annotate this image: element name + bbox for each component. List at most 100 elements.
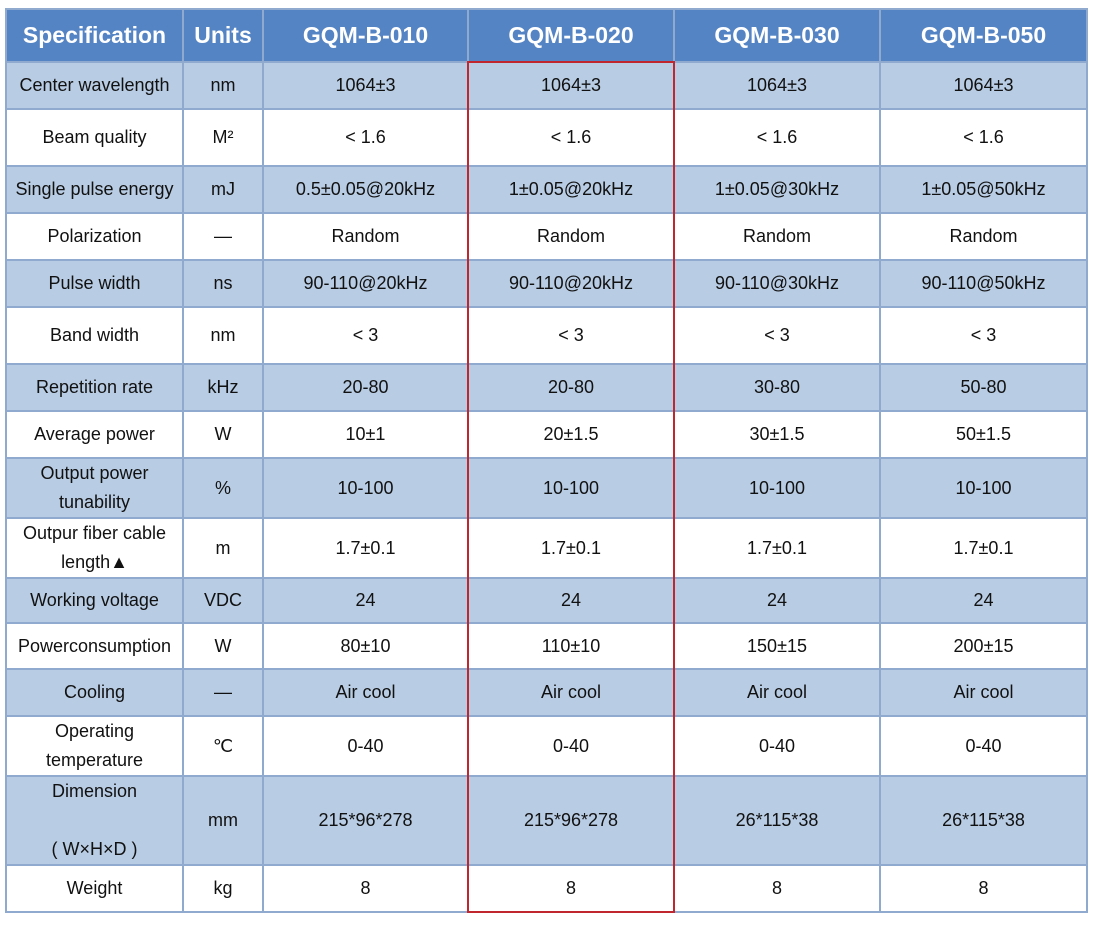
spec-name-cell: Single pulse energy bbox=[5, 165, 184, 214]
unit-cell: — bbox=[182, 668, 264, 717]
table-row: Outpur fiber cable length▲ m 1.7±0.1 1.7±0.… bbox=[5, 517, 1088, 579]
table-row: Polarization — Random Random Random Random bbox=[5, 212, 1088, 261]
value-cell: 1064±3 bbox=[673, 61, 881, 110]
value-cell: 8 bbox=[262, 864, 469, 913]
value-cell: 20-80 bbox=[467, 363, 675, 412]
unit-cell: % bbox=[182, 457, 264, 519]
table-row: Single pulse energy mJ 0.5±0.05@20kHz 1±0.0… bbox=[5, 165, 1088, 214]
value-cell: 24 bbox=[673, 577, 881, 624]
value-cell: 10-100 bbox=[467, 457, 675, 519]
unit-cell: m bbox=[182, 517, 264, 579]
value-cell: 10-100 bbox=[879, 457, 1088, 519]
unit-cell: ns bbox=[182, 259, 264, 308]
value-cell: < 3 bbox=[262, 306, 469, 365]
value-cell: < 1.6 bbox=[673, 108, 881, 167]
table-row: Output power tunability% 10-100 10-100 10-1… bbox=[5, 457, 1088, 519]
table-row: Center wavelength nm 1064±3 1064±3 1064±3 106… bbox=[5, 61, 1088, 110]
value-cell: 90-110@20kHz bbox=[262, 259, 469, 308]
spec-name-cell: Beam quality bbox=[5, 108, 184, 167]
header-cell: Specification bbox=[5, 8, 184, 63]
value-cell: Random bbox=[467, 212, 675, 261]
value-cell: 90-110@50kHz bbox=[879, 259, 1088, 308]
value-cell: 215*96*278 bbox=[467, 775, 675, 866]
value-cell: 26*115*38 bbox=[879, 775, 1088, 866]
value-cell: 1064±3 bbox=[262, 61, 469, 110]
value-cell: 10-100 bbox=[262, 457, 469, 519]
table-row: Beam quality M² < 1.6 < 1.6 < 1.6 < 1.6 bbox=[5, 108, 1088, 167]
value-cell: 215*96*278 bbox=[262, 775, 469, 866]
value-cell: Air cool bbox=[879, 668, 1088, 717]
value-cell: 10-100 bbox=[673, 457, 881, 519]
value-cell: < 1.6 bbox=[467, 108, 675, 167]
spec-name-cell: Band width bbox=[5, 306, 184, 365]
table-row: Pulse width ns 90-110@20kHz 90-110@20kHz 90-… bbox=[5, 259, 1088, 308]
unit-cell: W bbox=[182, 622, 264, 670]
spec-name-cell: Dimension ( W×H×D ) bbox=[5, 775, 184, 866]
spec-name-cell: Weight bbox=[5, 864, 184, 913]
value-cell: 1±0.05@50kHz bbox=[879, 165, 1088, 214]
value-cell: 30±1.5 bbox=[673, 410, 881, 459]
value-cell: < 3 bbox=[879, 306, 1088, 365]
value-cell: 0-40 bbox=[262, 715, 469, 777]
value-cell: 30-80 bbox=[673, 363, 881, 412]
value-cell: 0-40 bbox=[879, 715, 1088, 777]
value-cell: Air cool bbox=[673, 668, 881, 717]
value-cell: 24 bbox=[262, 577, 469, 624]
spec-name-cell: Repetition rate bbox=[5, 363, 184, 412]
value-cell: 50-80 bbox=[879, 363, 1088, 412]
value-cell: 0.5±0.05@20kHz bbox=[262, 165, 469, 214]
unit-cell: M² bbox=[182, 108, 264, 167]
header-cell: GQM-B-010 bbox=[262, 8, 469, 63]
value-cell: Random bbox=[879, 212, 1088, 261]
value-cell: 20±1.5 bbox=[467, 410, 675, 459]
spec-name-cell: Pulse width bbox=[5, 259, 184, 308]
value-cell: 1±0.05@30kHz bbox=[673, 165, 881, 214]
header-cell: GQM-B-030 bbox=[673, 8, 881, 63]
table-row: Cooling — Air cool Air cool Air cool Air cool bbox=[5, 668, 1088, 717]
value-cell: 80±10 bbox=[262, 622, 469, 670]
value-cell: < 1.6 bbox=[879, 108, 1088, 167]
spec-table: Specification Units GQM-B-010 GQM-B-020 GQM-… bbox=[5, 8, 1088, 913]
value-cell: 0-40 bbox=[467, 715, 675, 777]
value-cell: < 3 bbox=[467, 306, 675, 365]
value-cell: 90-110@20kHz bbox=[467, 259, 675, 308]
table-row: Average power W 10±1 20±1.5 30±1.5 50±1.5 bbox=[5, 410, 1088, 459]
value-cell: 50±1.5 bbox=[879, 410, 1088, 459]
table-row: Band width nm < 3 < 3 < 3 < 3 bbox=[5, 306, 1088, 365]
value-cell: 1.7±0.1 bbox=[467, 517, 675, 579]
unit-cell: kg bbox=[182, 864, 264, 913]
value-cell: 0-40 bbox=[673, 715, 881, 777]
table-row: Operating temperature ℃ 0-40 0-40 0-40 0-40 bbox=[5, 715, 1088, 777]
unit-cell: — bbox=[182, 212, 264, 261]
spec-name-cell: Cooling bbox=[5, 668, 184, 717]
unit-cell: VDC bbox=[182, 577, 264, 624]
header-cell: GQM-B-020 bbox=[467, 8, 675, 63]
spec-table-wrap: Specification Units GQM-B-010 GQM-B-020 GQM-… bbox=[5, 8, 1088, 913]
spec-name-cell: Powerconsumption bbox=[5, 622, 184, 670]
header-row: Specification Units GQM-B-010 GQM-B-020 GQM-… bbox=[5, 8, 1088, 63]
spec-name-cell: Operating temperature bbox=[5, 715, 184, 777]
table-body: Center wavelength nm 1064±3 1064±3 1064±3 106… bbox=[5, 61, 1088, 913]
table-row: Repetition rate kHz 20-80 20-80 30-80 50-80 bbox=[5, 363, 1088, 412]
spec-name-cell: Polarization bbox=[5, 212, 184, 261]
value-cell: 1.7±0.1 bbox=[879, 517, 1088, 579]
value-cell: 10±1 bbox=[262, 410, 469, 459]
value-cell: 24 bbox=[467, 577, 675, 624]
value-cell: 110±10 bbox=[467, 622, 675, 670]
value-cell: 1±0.05@20kHz bbox=[467, 165, 675, 214]
table-row: Dimension ( W×H×D ) mm 215*96*278 215*96*27… bbox=[5, 775, 1088, 866]
value-cell: < 1.6 bbox=[262, 108, 469, 167]
value-cell: Random bbox=[262, 212, 469, 261]
spec-name-cell: Outpur fiber cable length▲ bbox=[5, 517, 184, 579]
unit-cell: kHz bbox=[182, 363, 264, 412]
value-cell: Air cool bbox=[262, 668, 469, 717]
value-cell: 150±15 bbox=[673, 622, 881, 670]
value-cell: 1064±3 bbox=[879, 61, 1088, 110]
value-cell: 1064±3 bbox=[467, 61, 675, 110]
value-cell: < 3 bbox=[673, 306, 881, 365]
unit-cell: mJ bbox=[182, 165, 264, 214]
value-cell: 1.7±0.1 bbox=[262, 517, 469, 579]
value-cell: 8 bbox=[467, 864, 675, 913]
value-cell: Random bbox=[673, 212, 881, 261]
